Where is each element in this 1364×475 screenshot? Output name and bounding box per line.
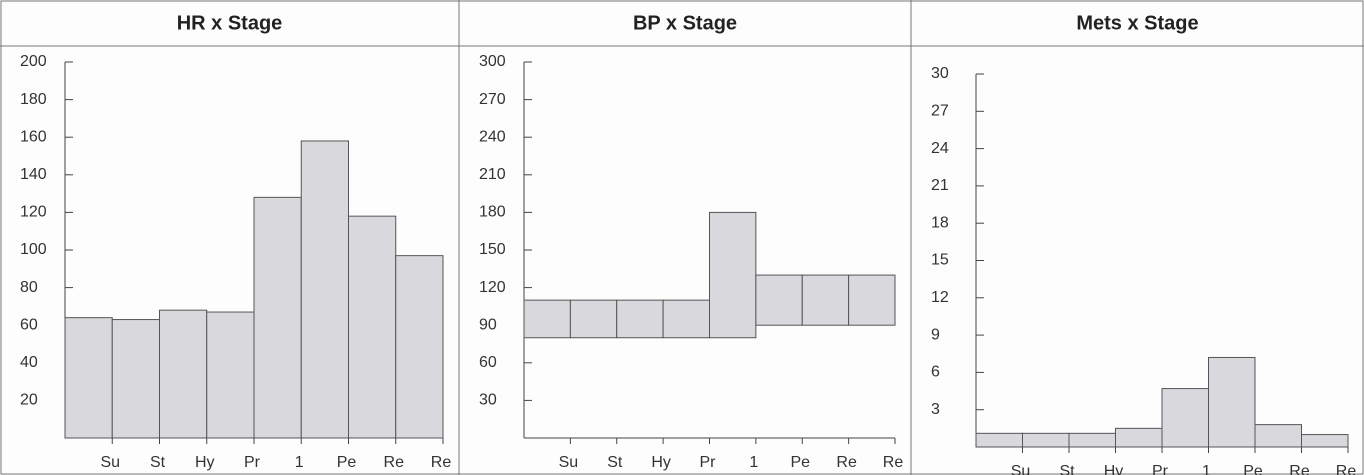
x-tick-label: Re (883, 454, 904, 471)
bar (206, 311, 255, 439)
bar (395, 255, 444, 439)
range-bar (848, 274, 896, 326)
y-tick-label: 100 (20, 241, 47, 258)
y-tick-label: 12 (931, 289, 949, 306)
x-tick-label: St (1059, 463, 1075, 475)
x-tick-label: Su (100, 454, 120, 471)
x-tick-label: Hy (195, 454, 215, 471)
bar (1254, 424, 1302, 448)
range-bar (569, 299, 618, 339)
y-tick-label: 180 (479, 204, 506, 221)
y-tick-label: 120 (20, 204, 47, 221)
y-tick-label: 60 (479, 354, 497, 371)
x-tick-label: Re (1336, 463, 1357, 475)
bar (975, 432, 1023, 448)
x-tick-label: 1 (1202, 463, 1211, 475)
y-tick-label: 3 (931, 401, 940, 418)
bar (348, 215, 397, 439)
x-tick-label: Su (559, 454, 579, 471)
x-tick-label: Pr (700, 454, 717, 471)
bar (1301, 434, 1349, 448)
y-tick-label: 90 (479, 316, 497, 333)
y-tick-label: 24 (931, 140, 949, 157)
y-tick-label: 40 (20, 354, 38, 371)
bar (1161, 388, 1209, 448)
x-tick-label: Re (836, 454, 857, 471)
x-tick-label: Pe (1243, 463, 1263, 475)
y-tick-label: 210 (479, 166, 506, 183)
x-tick-label: Re (384, 454, 405, 471)
range-bar (709, 211, 757, 339)
range-bar (662, 299, 710, 339)
y-tick-label: 27 (931, 103, 949, 120)
bar (111, 319, 160, 439)
x-tick-label: Pr (244, 454, 261, 471)
y-tick-label: 21 (931, 177, 949, 194)
range-bar (523, 299, 571, 339)
y-tick-label: 140 (20, 166, 47, 183)
y-tick-label: 270 (479, 91, 506, 108)
x-tick-label: Pr (1152, 463, 1169, 475)
bar (300, 140, 349, 439)
y-tick-label: 30 (931, 65, 949, 82)
y-tick-label: 9 (931, 326, 940, 343)
y-tick-label: 15 (931, 252, 949, 269)
chart-title: HR x Stage (177, 12, 283, 34)
x-tick-label: Hy (651, 454, 671, 471)
y-tick-label: 150 (479, 241, 506, 258)
y-tick-label: 240 (479, 128, 506, 145)
y-tick-label: 120 (479, 279, 506, 296)
y-tick-label: 180 (20, 91, 47, 108)
bar (64, 317, 113, 439)
y-tick-label: 200 (20, 53, 47, 70)
y-tick-label: 60 (20, 316, 38, 333)
x-tick-label: 1 (295, 454, 304, 471)
y-tick-label: 300 (479, 53, 506, 70)
bar (253, 196, 302, 439)
x-tick-label: Pe (790, 454, 810, 471)
x-tick-label: Re (431, 454, 452, 471)
y-tick-label: 18 (931, 214, 949, 231)
x-tick-label: Pe (337, 454, 357, 471)
chart-title: BP x Stage (633, 12, 737, 34)
y-tick-label: 160 (20, 128, 47, 145)
bar (1208, 356, 1256, 448)
range-bar (755, 274, 803, 326)
bar (1068, 432, 1116, 448)
range-bar (801, 274, 850, 326)
range-bar (616, 299, 664, 339)
bar (1115, 427, 1163, 448)
y-tick-label: 30 (479, 392, 497, 409)
x-tick-label: Su (1011, 463, 1031, 475)
y-tick-label: 6 (931, 364, 940, 381)
bar (1022, 432, 1070, 448)
chart-title: Mets x Stage (1076, 12, 1198, 34)
x-tick-label: Re (1289, 463, 1310, 475)
x-tick-label: St (607, 454, 623, 471)
y-tick-label: 80 (20, 279, 38, 296)
x-tick-label: St (150, 454, 166, 471)
x-tick-label: 1 (749, 454, 758, 471)
bar (159, 309, 208, 439)
y-tick-label: 20 (20, 392, 38, 409)
x-tick-label: Hy (1104, 463, 1124, 475)
